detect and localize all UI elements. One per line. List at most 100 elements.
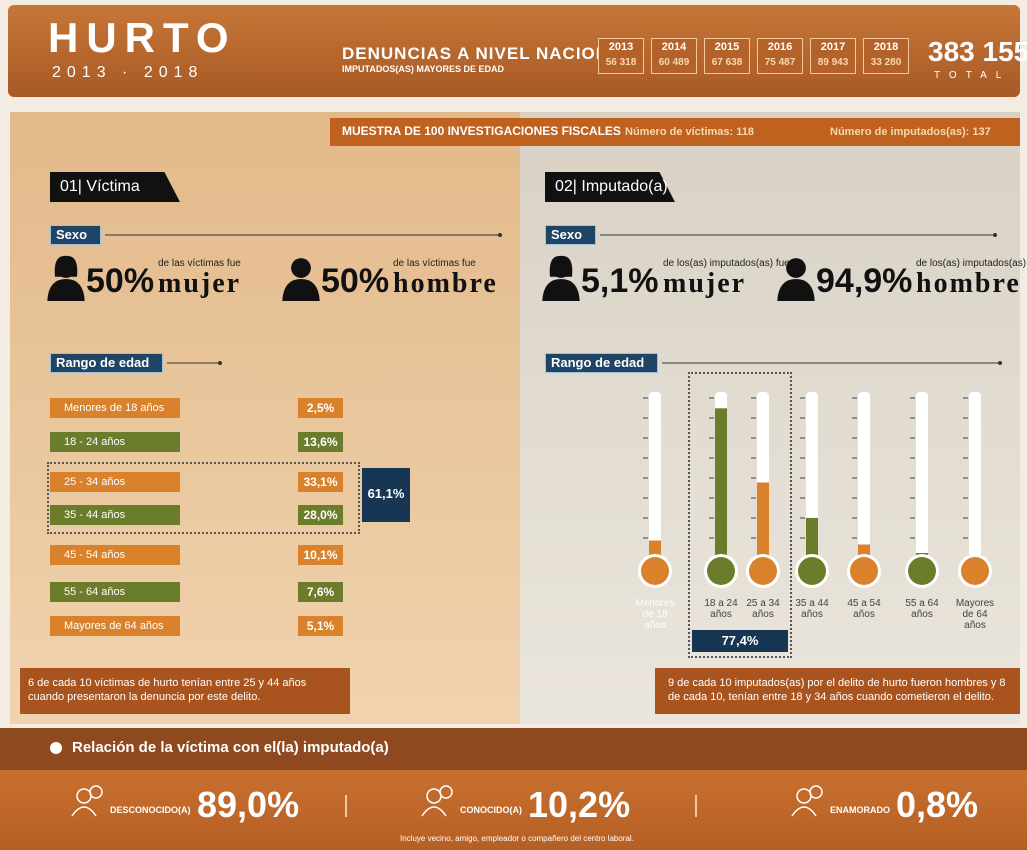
sex-pct: 94,9% [816, 262, 913, 300]
relation-pct: 89,0% [197, 784, 300, 825]
main-right-bg [520, 112, 1020, 724]
age-range-pct: 5,1% [298, 616, 343, 636]
sex-label-bg [545, 225, 596, 245]
year: 2018 [873, 41, 899, 53]
section-heading: 02| Imputado(a) [555, 178, 668, 195]
sex-text: de los(as) imputados(as) fue [916, 258, 1027, 269]
year: 2015 [714, 41, 740, 53]
sex-label: Sexo [551, 227, 583, 242]
relation-bullet [50, 742, 62, 754]
year-count: 67 638 [711, 57, 743, 68]
year-count: 60 489 [658, 57, 690, 68]
years: 2013 · 2018 [52, 64, 204, 81]
year-box [810, 38, 856, 74]
relation-sep [695, 795, 697, 817]
age-range-label: 25 - 34 años [50, 472, 180, 492]
year-count: 89 943 [817, 57, 849, 68]
age-range-label: 45 - 54 años [50, 545, 180, 565]
sex-word: mujer [158, 268, 242, 299]
relation-label: CONOCIDO(A) [460, 805, 522, 815]
relation-pct: 0,8% [896, 784, 979, 825]
sample-bar [330, 118, 1020, 146]
sex-label: Sexo [56, 227, 88, 242]
sex-pct: 50% [321, 262, 390, 300]
thermo-value: 51,8% [706, 565, 736, 576]
thermo-value: 25,6% [748, 565, 778, 576]
relation-sep [345, 795, 347, 817]
sex-text: de los(as) imputados(as) fue [663, 258, 790, 269]
thermo-label: 18 a 24 años [704, 598, 738, 620]
year: 2016 [767, 41, 793, 53]
thermo-label: Menores de 18 años [635, 598, 675, 631]
age-range-label: 35 - 44 años [50, 505, 180, 525]
age-label: Rango de edad [551, 355, 645, 370]
age-label: Rango de edad [56, 355, 150, 370]
thermo-label: 45 a 54 años [847, 598, 881, 620]
age-range-label: Mayores de 64 años [50, 616, 180, 636]
total-label: TOTAL [934, 70, 1011, 81]
year: 2014 [661, 41, 687, 53]
group-pct: 77,4% [692, 630, 788, 652]
relation-label: ENAMORADO [830, 805, 890, 815]
thermo-value: 0,7% [910, 565, 934, 576]
victim-note: 6 de cada 10 víctimas de hurto tenían en… [28, 677, 307, 703]
subtitle: DENUNCIAS A NIVEL NACIONAL [342, 44, 634, 63]
sample-accused: Número de imputados(as): 137 [830, 126, 991, 138]
relation-title: Relación de la víctima con el(la) imputa… [72, 739, 389, 756]
year: 2017 [820, 41, 846, 53]
year-box [651, 38, 697, 74]
sex-text: de las víctimas fue [158, 258, 241, 269]
sex-label-bg [50, 225, 101, 245]
group-pct: 61,1% [362, 468, 410, 522]
age-range-label: 18 - 24 años [50, 432, 180, 452]
year-box [598, 38, 644, 74]
relation-label: DESCONOCIDO(A) [110, 805, 191, 815]
sex-pct: 5,1% [581, 262, 659, 300]
sex-pct: 50% [86, 262, 155, 300]
thermo-value: 3,7% [852, 565, 876, 576]
sex-word: mujer [663, 268, 747, 299]
relation-bar [0, 728, 1027, 770]
year-count: 33 280 [870, 57, 902, 68]
year-box [757, 38, 803, 74]
thermo-value: 5,1% [643, 565, 667, 576]
thermo-label: 25 a 34 años [746, 598, 780, 620]
age-range-pct: 33,1% [298, 472, 343, 492]
age-label-bg [545, 353, 658, 373]
title: HURTO [48, 14, 237, 61]
age-range-pct: 13,6% [298, 432, 343, 452]
group-box [688, 372, 792, 658]
year: 2013 [608, 41, 634, 53]
group-box [47, 462, 360, 534]
victim-note-bg [20, 668, 350, 714]
accused-note-bg [655, 668, 1020, 714]
sex-word: hombre [393, 268, 498, 299]
thermo-value: 13,1% [797, 565, 827, 576]
age-range-pct: 7,6% [298, 582, 343, 602]
sample-victims: Número de víctimas: 118 [625, 126, 755, 138]
relation-items-bg [0, 770, 1027, 850]
year-box [863, 38, 909, 74]
subtitle2: IMPUTADOS(AS) MAYORES DE EDAD [342, 64, 505, 74]
sample-label: MUESTRA DE 100 INVESTIGACIONES FISCALES [342, 124, 621, 138]
sex-text: de las víctimas fue [393, 258, 476, 269]
year-box [704, 38, 750, 74]
year-count: 75 487 [764, 57, 796, 68]
section-heading-bg [50, 172, 180, 202]
thermo-label: 35 a 44 años [795, 598, 829, 620]
sex-word: hombre [916, 268, 1021, 299]
age-range-label: 55 - 64 años [50, 582, 180, 602]
relation-pct: 10,2% [528, 784, 631, 825]
accused-note: 9 de cada 10 imputados(as) por el delito… [668, 677, 1006, 703]
age-label-bg [50, 353, 163, 373]
age-range-label: Menores de 18 años [50, 398, 180, 418]
age-range-pct: 2,5% [298, 398, 343, 418]
total: 383 155 [928, 36, 1027, 67]
thermo-label: 55 a 64 años [905, 598, 939, 620]
section-heading-bg [545, 172, 675, 202]
age-range-pct: 28,0% [298, 505, 343, 525]
thermo-label: Mayores de 64 años [955, 598, 995, 631]
age-range-pct: 10,1% [298, 545, 343, 565]
thermo-value: 0% [967, 565, 983, 576]
